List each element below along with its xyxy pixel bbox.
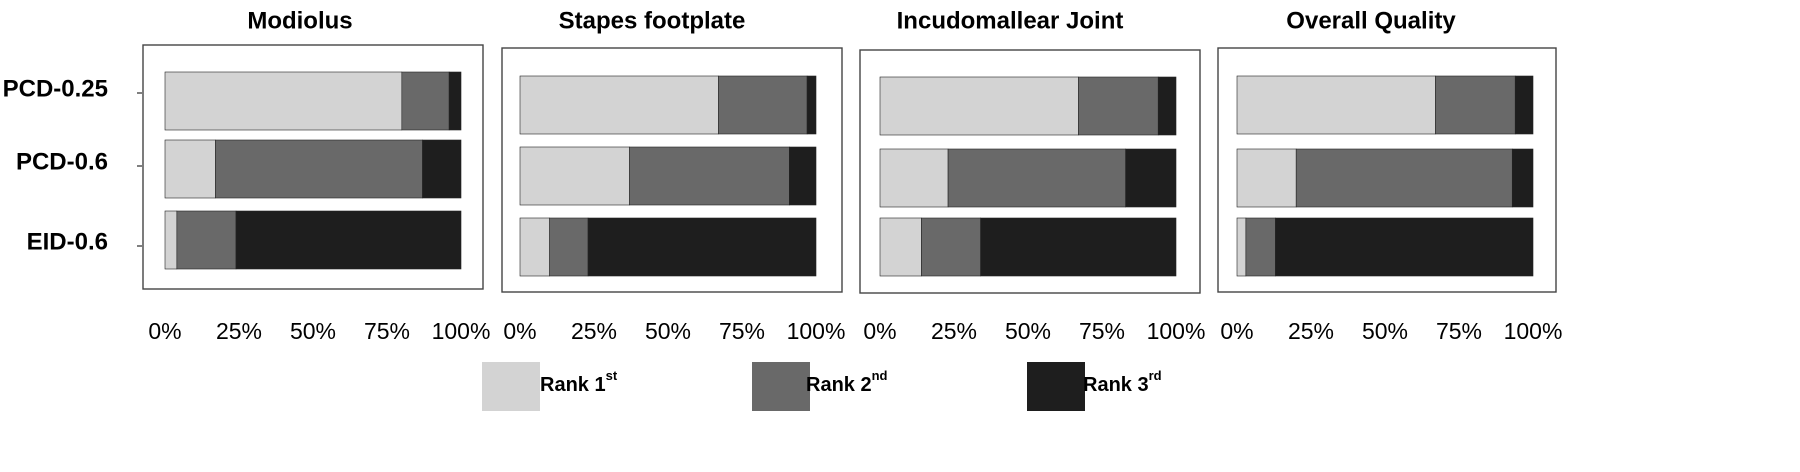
x-tick-label: 75% bbox=[719, 318, 765, 344]
bar-pcd-0-25-rank-1st bbox=[519, 75, 719, 135]
legend-label-superscript: rd bbox=[1149, 368, 1162, 383]
bar-pcd-0-6-rank-2nd bbox=[1295, 148, 1513, 208]
x-tick-label: 25% bbox=[571, 318, 617, 344]
plot-frame bbox=[859, 49, 1201, 294]
legend-label-superscript: nd bbox=[872, 368, 888, 383]
legend-label-base: Rank 1 bbox=[540, 374, 606, 396]
x-tick-label: 100% bbox=[1147, 318, 1206, 344]
x-tick-label: 100% bbox=[787, 318, 846, 344]
x-tick-label: 25% bbox=[1288, 318, 1334, 344]
bar-pcd-0-6-rank-3rd bbox=[1125, 148, 1177, 208]
bar-eid-0-6-rank-2nd bbox=[176, 210, 237, 270]
panel-incudomallear-joint: Incudomallear Joint 0% 25% 50% 75% 100% bbox=[859, 7, 1206, 344]
bar-eid-0-6-rank-1st bbox=[1236, 217, 1247, 277]
bar-pcd-0-25-rank-1st bbox=[1236, 75, 1436, 135]
bar-eid-0-6-rank-2nd bbox=[549, 217, 589, 277]
plot-frame bbox=[1217, 47, 1557, 293]
legend-swatch-rank-3 bbox=[1027, 362, 1085, 411]
bar-pcd-0-6-rank-3rd bbox=[789, 146, 817, 206]
bar-pcd-0-25-rank-3rd bbox=[1514, 75, 1534, 135]
panel-modiolus: Modiolus 0% 25% 50% 75% 100% bbox=[142, 7, 491, 344]
x-tick-label: 50% bbox=[290, 318, 336, 344]
bar-pcd-0-25-rank-1st bbox=[164, 71, 403, 131]
plot-frame bbox=[142, 44, 484, 290]
legend-label-base: Rank 3 bbox=[1083, 374, 1149, 396]
bar-eid-0-6-rank-2nd bbox=[921, 217, 981, 277]
panel-title: Modiolus bbox=[247, 7, 352, 34]
bar-eid-0-6-rank-1st bbox=[519, 217, 550, 277]
bar-pcd-0-6-rank-2nd bbox=[215, 139, 423, 199]
legend-label-rank-2: Rank 2nd bbox=[806, 368, 888, 396]
x-tick-label: 25% bbox=[216, 318, 262, 344]
x-tick-label: 75% bbox=[1079, 318, 1125, 344]
x-tick-label: 25% bbox=[931, 318, 977, 344]
panel-title: Incudomallear Joint bbox=[897, 7, 1124, 34]
legend-label-rank-3: Rank 3rd bbox=[1083, 368, 1162, 396]
x-tick-label: 0% bbox=[863, 318, 896, 344]
panel-title: Overall Quality bbox=[1286, 7, 1456, 34]
panel-overall-quality: Overall Quality 0% 25% 50% 75% 100% bbox=[1217, 7, 1563, 344]
x-tick-label: 50% bbox=[645, 318, 691, 344]
bar-pcd-0-6-rank-1st bbox=[1236, 148, 1297, 208]
legend-swatch-rank-2 bbox=[752, 362, 810, 411]
legend-label-superscript: st bbox=[606, 368, 618, 383]
panel-stapes-footplate: Stapes footplate 0% 25% 50% 75% 100% bbox=[501, 7, 846, 344]
panel-title: Stapes footplate bbox=[559, 7, 746, 34]
bar-pcd-0-25-rank-1st bbox=[879, 76, 1079, 136]
category-label-eid-0-6: EID-0.6 bbox=[27, 228, 108, 255]
bar-pcd-0-25-rank-3rd bbox=[1157, 76, 1177, 136]
x-tick-label: 100% bbox=[1504, 318, 1563, 344]
x-tick-label: 100% bbox=[432, 318, 491, 344]
bar-pcd-0-25-rank-2nd bbox=[1435, 75, 1516, 135]
bar-pcd-0-25-rank-3rd bbox=[448, 71, 462, 131]
bar-eid-0-6-rank-1st bbox=[879, 217, 922, 277]
x-tick-label: 0% bbox=[148, 318, 181, 344]
bar-pcd-0-6-rank-1st bbox=[519, 146, 630, 206]
x-tick-label: 75% bbox=[364, 318, 410, 344]
bar-eid-0-6-rank-3rd bbox=[980, 217, 1177, 277]
bar-eid-0-6-rank-3rd bbox=[235, 210, 462, 270]
category-label-pcd-0-6: PCD-0.6 bbox=[16, 148, 108, 175]
legend-label-base: Rank 2 bbox=[806, 374, 872, 396]
bar-eid-0-6-rank-2nd bbox=[1245, 217, 1276, 277]
bar-pcd-0-25-rank-2nd bbox=[718, 75, 808, 135]
bar-eid-0-6-rank-1st bbox=[164, 210, 178, 270]
bar-pcd-0-6-rank-3rd bbox=[1511, 148, 1534, 208]
legend-swatch-rank-1 bbox=[482, 362, 540, 411]
x-tick-label: 0% bbox=[503, 318, 536, 344]
bar-pcd-0-6-rank-2nd bbox=[629, 146, 790, 206]
bar-pcd-0-25-rank-2nd bbox=[1078, 76, 1159, 136]
bar-pcd-0-6-rank-1st bbox=[164, 139, 216, 199]
bar-pcd-0-6-rank-2nd bbox=[947, 148, 1126, 208]
bar-pcd-0-6-rank-3rd bbox=[422, 139, 462, 199]
bar-pcd-0-25-rank-2nd bbox=[401, 71, 450, 131]
plot-frame bbox=[501, 47, 843, 293]
bar-pcd-0-25-rank-3rd bbox=[806, 75, 817, 135]
legend-label-rank-1: Rank 1st bbox=[540, 368, 618, 396]
bar-eid-0-6-rank-3rd bbox=[587, 217, 817, 277]
x-tick-label: 50% bbox=[1362, 318, 1408, 344]
x-tick-label: 0% bbox=[1220, 318, 1253, 344]
x-tick-label: 75% bbox=[1436, 318, 1482, 344]
bar-eid-0-6-rank-3rd bbox=[1275, 217, 1534, 277]
category-label-pcd-0-25: PCD-0.25 bbox=[3, 75, 108, 102]
bar-pcd-0-6-rank-1st bbox=[879, 148, 949, 208]
x-tick-label: 50% bbox=[1005, 318, 1051, 344]
